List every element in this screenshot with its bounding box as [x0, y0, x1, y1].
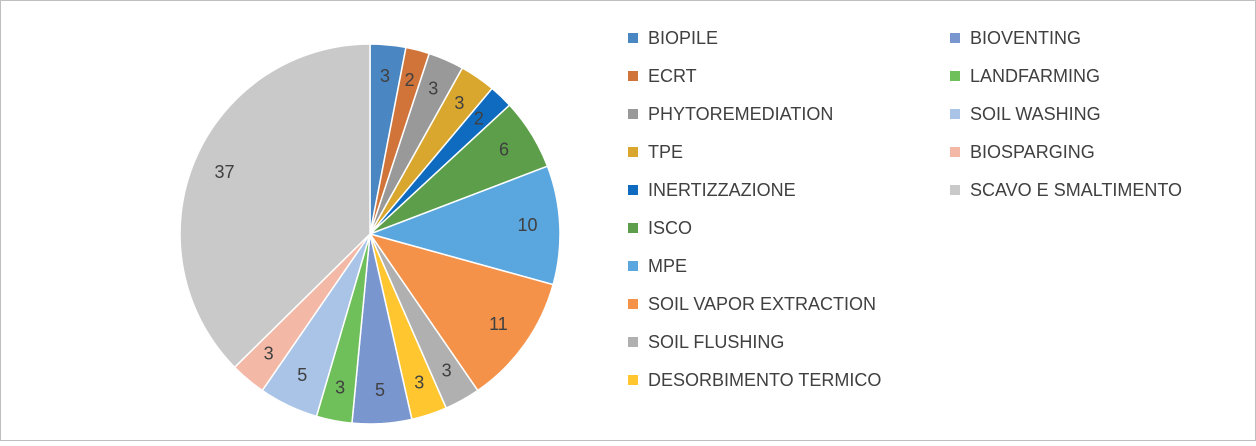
legend-marker: [628, 33, 638, 43]
legend-marker: [628, 71, 638, 81]
legend-label: SOIL FLUSHING: [648, 332, 784, 352]
legend-label: BIOVENTING: [970, 28, 1081, 48]
legend-label: SOIL VAPOR EXTRACTION: [648, 294, 876, 314]
data-label: 5: [375, 380, 385, 400]
pie-slice: [367, 165, 561, 286]
legend-marker: [950, 33, 960, 43]
legend-marker: [628, 223, 638, 233]
legend-marker: [628, 337, 638, 347]
legend-marker: [950, 109, 960, 119]
legend-marker: [628, 299, 638, 309]
legend-marker: [628, 109, 638, 119]
legend-marker: [950, 71, 960, 81]
legend-label: BIOPILE: [648, 28, 718, 48]
data-label: 10: [518, 215, 538, 235]
pie-slice: [368, 232, 555, 392]
data-label: 2: [405, 70, 415, 90]
legend-label: DESORBIMENTO TERMICO: [648, 370, 881, 390]
data-label: 2: [474, 109, 484, 129]
legend-marker: [950, 185, 960, 195]
legend-label: ECRT: [648, 66, 697, 86]
legend-label: ISCO: [648, 218, 692, 238]
legend-marker: [628, 147, 638, 157]
legend-label: SCAVO E SMALTIMENTO: [970, 180, 1182, 200]
legend-marker: [950, 147, 960, 157]
legend-marker: [628, 375, 638, 385]
legend-marker: [628, 185, 638, 195]
data-label: 3: [414, 373, 424, 393]
legend-label: BIOSPARGING: [970, 142, 1095, 162]
legend-label: LANDFARMING: [970, 66, 1100, 86]
legend-marker: [628, 261, 638, 271]
data-label: 3: [428, 78, 438, 98]
data-label: 6: [499, 140, 509, 160]
legend-label: TPE: [648, 142, 683, 162]
data-label: 3: [335, 378, 345, 398]
legend-label: PHYTOREMEDIATION: [648, 104, 833, 124]
legend-label: INERTIZZAZIONE: [648, 180, 796, 200]
data-label: 11: [489, 314, 508, 334]
pie-slice: [179, 43, 371, 369]
data-label: 3: [454, 93, 464, 113]
legend-label: MPE: [648, 256, 687, 276]
data-label: 3: [380, 66, 390, 86]
data-label: 37: [215, 162, 235, 182]
data-label: 5: [297, 365, 307, 385]
legend-label: SOIL WASHING: [970, 104, 1101, 124]
data-label: 3: [264, 344, 274, 364]
data-label: 3: [442, 361, 452, 381]
